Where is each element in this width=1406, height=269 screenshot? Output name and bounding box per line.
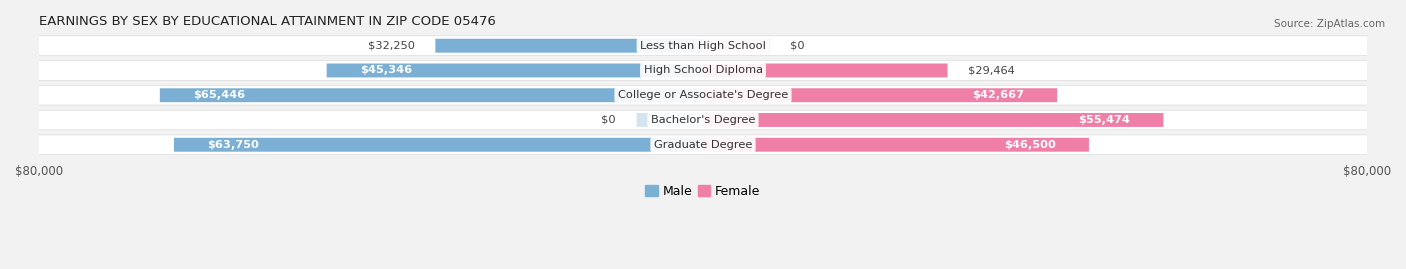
FancyBboxPatch shape (703, 113, 1163, 127)
FancyBboxPatch shape (14, 86, 1392, 105)
Text: $63,750: $63,750 (207, 140, 259, 150)
FancyBboxPatch shape (14, 36, 1392, 55)
FancyBboxPatch shape (703, 39, 769, 53)
FancyBboxPatch shape (703, 63, 948, 77)
Text: $0: $0 (790, 41, 804, 51)
FancyBboxPatch shape (326, 63, 703, 77)
Text: $65,446: $65,446 (193, 90, 245, 100)
Text: Bachelor's Degree: Bachelor's Degree (651, 115, 755, 125)
FancyBboxPatch shape (14, 110, 1392, 130)
Text: $45,346: $45,346 (360, 65, 412, 76)
Text: $0: $0 (602, 115, 616, 125)
FancyBboxPatch shape (174, 138, 703, 152)
Text: Source: ZipAtlas.com: Source: ZipAtlas.com (1274, 19, 1385, 29)
Text: EARNINGS BY SEX BY EDUCATIONAL ATTAINMENT IN ZIP CODE 05476: EARNINGS BY SEX BY EDUCATIONAL ATTAINMEN… (39, 15, 496, 28)
Text: $32,250: $32,250 (367, 41, 415, 51)
Text: College or Associate's Degree: College or Associate's Degree (617, 90, 789, 100)
FancyBboxPatch shape (703, 138, 1088, 152)
Text: $29,464: $29,464 (969, 65, 1015, 76)
Text: Less than High School: Less than High School (640, 41, 766, 51)
FancyBboxPatch shape (436, 39, 703, 53)
FancyBboxPatch shape (703, 88, 1057, 102)
FancyBboxPatch shape (14, 61, 1392, 80)
Text: High School Diploma: High School Diploma (644, 65, 762, 76)
Legend: Male, Female: Male, Female (641, 180, 765, 203)
FancyBboxPatch shape (160, 88, 703, 102)
FancyBboxPatch shape (14, 135, 1392, 154)
Text: Graduate Degree: Graduate Degree (654, 140, 752, 150)
Text: $55,474: $55,474 (1078, 115, 1130, 125)
Text: $46,500: $46,500 (1004, 140, 1056, 150)
Text: $42,667: $42,667 (972, 90, 1024, 100)
FancyBboxPatch shape (637, 113, 703, 127)
